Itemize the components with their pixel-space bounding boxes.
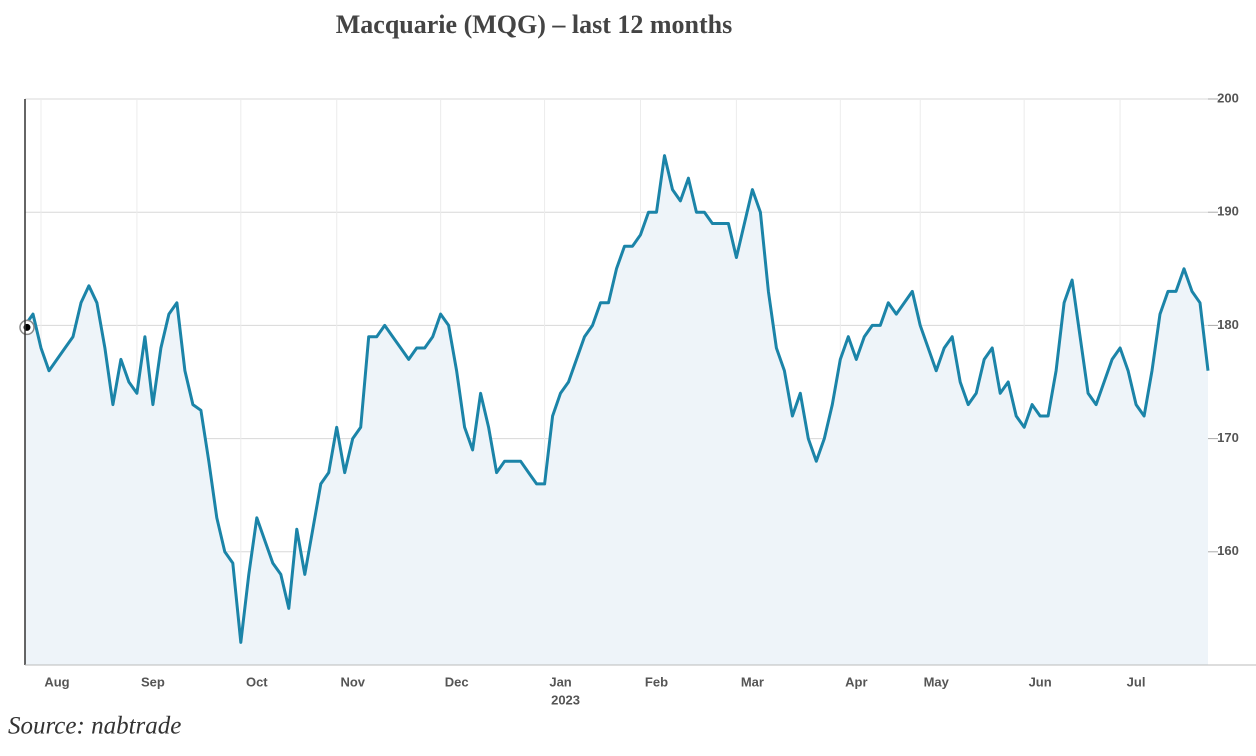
source: Source: nabtrade [8,713,181,740]
y-tick-label: 200 [1217,90,1239,105]
y-tick-label: 190 [1217,204,1239,219]
x-tick-label: Sep [141,674,165,689]
x-tick-label: Nov [340,674,365,689]
x-tick-label: Aug [44,674,69,689]
x-tick-label: Oct [246,674,268,689]
chart-title: Macquarie (MQG) – last 12 months [336,10,732,39]
x-tick-label: Jul [1127,674,1146,689]
x-tick-label: Jan [549,674,571,689]
y-tick-label: 170 [1217,430,1239,445]
line [23,154,1210,644]
area [25,155,1208,665]
year-label: 2023 [551,692,580,707]
x-tick-label: Apr [845,674,867,689]
x-tick-label: May [924,674,950,689]
y-tick-label: 180 [1217,317,1239,332]
x-tick-label: Feb [645,674,668,689]
x-tick-label: Jun [1029,674,1052,689]
x-tick-label: Dec [445,674,469,689]
x-tick-label: Mar [741,674,764,689]
y-tick-label: 160 [1217,543,1239,558]
